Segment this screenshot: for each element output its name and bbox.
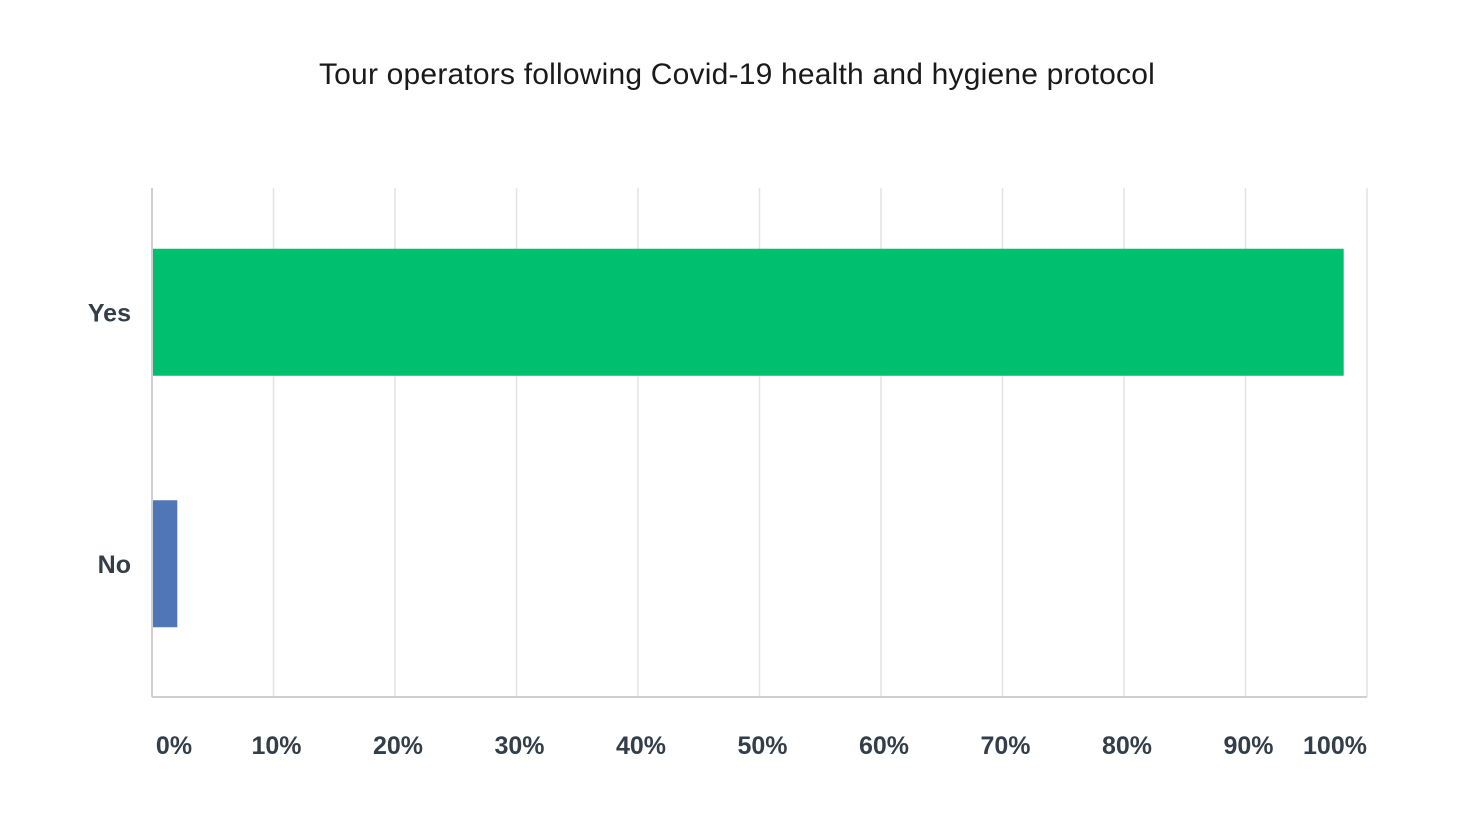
category-label-yes: Yes: [88, 299, 131, 327]
x-tick-label: 100%: [1303, 732, 1367, 760]
x-tick-label: 30%: [494, 732, 544, 760]
x-tick-label: 70%: [980, 732, 1030, 760]
category-label-no: No: [98, 551, 131, 579]
bar-yes: [153, 248, 1344, 376]
chart-title: Tour operators following Covid-19 health…: [318, 58, 1156, 91]
x-tick-label: 40%: [616, 732, 666, 760]
x-tick-label: 50%: [737, 732, 787, 760]
x-tick-label: 90%: [1223, 732, 1273, 760]
x-tick-label: 60%: [859, 732, 909, 760]
category-labels: Yes No: [88, 299, 131, 579]
x-tick-label: 80%: [1102, 732, 1152, 760]
x-tick-label: 0%: [156, 732, 192, 760]
x-tick-label: 20%: [373, 732, 423, 760]
bar-no: [153, 500, 178, 628]
bars: [153, 248, 1344, 628]
x-tick-label: 10%: [251, 732, 301, 760]
axes: [151, 188, 1367, 698]
x-tick-labels: 0% 10% 20% 30% 40% 50% 60% 70% 80% 90% 100%: [156, 732, 1367, 760]
